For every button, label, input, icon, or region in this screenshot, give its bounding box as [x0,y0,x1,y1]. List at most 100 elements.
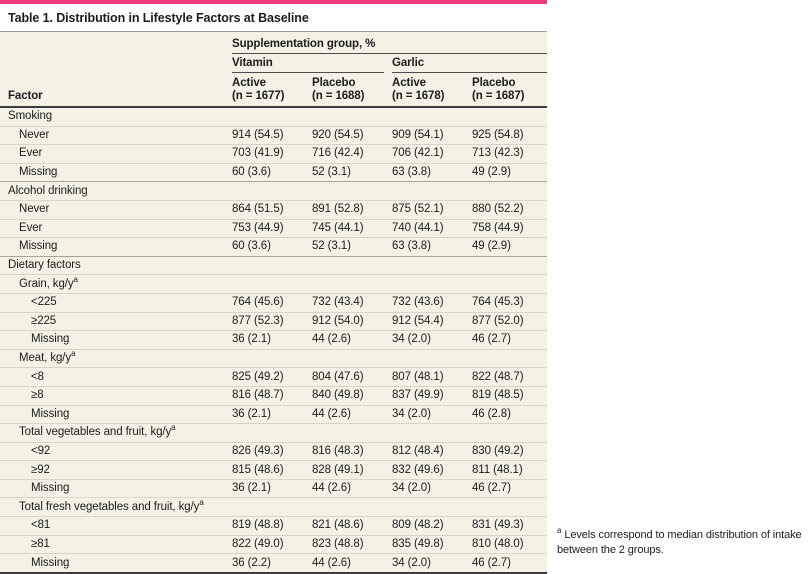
cell-value: 49 (2.9) [472,240,511,253]
cell-value: 63 (3.8) [392,166,431,179]
header-group-vitamin: Vitamin [224,54,384,73]
cell-value: 60 (3.6) [232,240,271,253]
cell-value: 877 (52.3) [232,314,284,327]
cell-value: 36 (2.1) [232,482,271,495]
table-row: Grain, kg/ya [0,274,548,294]
header-col-garlic-placebo: Placebo (n = 1687) [464,73,548,108]
cell-value: 753 (44.9) [232,221,284,234]
cell-value: 52 (3.1) [312,166,351,179]
cell-value: 46 (2.8) [472,407,511,420]
table-row: Never 864 (51.5) 891 (52.8) 875 (52.1) 880 (… [0,200,548,219]
header-row-subgroup: Vitamin Garlic [0,54,548,73]
cell-value: 821 (48.6) [312,519,364,532]
table-row: Missing 36 (2.1) 44 (2.6) 34 (2.0) 46 (2.7) [0,479,548,498]
table-header: Supplementation group, % Vitamin Garlic … [0,32,548,108]
cell-value: 44 (2.6) [312,407,351,420]
cell-value: 864 (51.5) [232,203,284,216]
cell-value: 764 (45.6) [232,296,284,309]
cell-value: 912 (54.4) [392,314,444,327]
cell-value: 44 (2.6) [312,333,351,346]
table-row: Missing 36 (2.1) 44 (2.6) 34 (2.0) 46 (2.7) [0,330,548,350]
footnote-marker-ref: a [71,349,76,359]
cell-value: 815 (48.6) [232,463,284,476]
header-spacer [0,32,224,54]
footnote-text: Levels correspond to median distribution… [557,529,802,556]
cell-value: 822 (49.0) [232,537,284,550]
cell-value: 816 (48.3) [312,444,364,457]
table-row: <81 819 (48.8) 821 (48.6) 809 (48.2) 831 (49… [0,516,548,536]
footnote: a Levels correspond to median distributio… [557,526,807,557]
row-label: ≥81 [31,537,50,550]
cell-value: 44 (2.6) [312,556,351,569]
table-row: Missing 60 (3.6) 52 (3.1) 63 (3.8) 49 (2.9) [0,163,548,182]
cell-value: 52 (3.1) [312,240,351,253]
cell-value: 811 (48.1) [472,463,523,476]
table-row: Smoking [0,107,547,126]
cell-value: 34 (2.0) [392,333,431,346]
cell-value: 740 (44.1) [392,221,444,234]
header-factor: Factor [0,73,224,108]
cell-value: 36 (2.1) [232,407,271,420]
cell-value: 832 (49.6) [392,463,444,476]
cell-value: 60 (3.6) [232,166,271,179]
row-label: Missing [31,333,70,346]
table-row: Total vegetables and fruit, kg/ya [0,423,548,443]
cell-value: 34 (2.0) [392,407,431,420]
row-label: Dietary factors [8,259,81,272]
header-row-group: Supplementation group, % [0,32,548,54]
cell-value: 732 (43.6) [392,296,444,309]
cell-value: 706 (42.1) [392,147,444,160]
table-row: ≥92 815 (48.6) 828 (49.1) 832 (49.6) 811 (48… [0,460,548,480]
table-row: Ever 703 (41.9) 716 (42.4) 706 (42.1) 713 (4… [0,144,548,164]
footnote-marker: a [557,526,562,536]
table-row: Alcohol drinking [0,181,548,201]
row-label: Missing [31,407,70,420]
cell-value: 909 (54.1) [392,128,444,141]
row-label: <92 [31,444,51,457]
cell-value: 823 (48.8) [312,537,364,550]
table-row: <8 825 (49.2) 804 (47.6) 807 (48.1) 822 (48.… [0,367,548,387]
cell-value: 826 (49.3) [232,444,284,457]
table-row: Never 914 (54.5) 920 (54.5) 909 (54.1) 925 (… [0,126,548,145]
header-group-garlic: Garlic [384,54,548,73]
row-label: Missing [31,482,70,495]
row-label: Ever [19,147,43,160]
cell-value: 880 (52.2) [472,203,524,216]
table-body: Smoking Never 914 (54.5) 920 (54.5) 909 (54.… [0,107,548,573]
cell-value: 764 (45.3) [472,296,524,309]
table-row: ≥81 822 (49.0) 823 (48.8) 835 (49.8) 810 (48… [0,535,548,554]
table-row: Missing 36 (2.1) 44 (2.6) 34 (2.0) 46 (2.8) [0,405,548,424]
header-col-garlic-active: Active (n = 1678) [384,73,464,108]
cell-value: 830 (49.2) [472,444,524,457]
row-label: ≥225 [31,314,57,327]
footnote-marker-ref: a [199,497,204,507]
cell-value: 34 (2.0) [392,482,431,495]
baseline-factors-table: Supplementation group, % Vitamin Garlic … [0,32,548,574]
table-row: ≥8 816 (48.7) 840 (49.8) 837 (49.9) 819 (48.… [0,386,548,405]
table-1: Table 1. Distribution in Lifestyle Facto… [0,0,548,574]
header-spacer [0,54,224,73]
cell-value: 831 (49.3) [472,519,524,532]
row-label: Total vegetables and fruit, kg/ya [19,423,176,439]
table-row: ≥225 877 (52.3) 912 (54.0) 912 (54.4) 877 (5… [0,312,548,331]
table-title: Table 1. Distribution in Lifestyle Facto… [0,4,547,31]
row-label: Smoking [8,110,53,123]
row-label: Grain, kg/ya [19,274,78,290]
header-supplementation-group: Supplementation group, % [224,32,548,54]
table-row: <92 826 (49.3) 816 (48.3) 812 (48.4) 830 (49… [0,442,548,461]
cell-value: 877 (52.0) [472,314,524,327]
header-row-arms: Factor Active (n = 1677) Placebo (n = 16… [0,73,548,108]
row-label: Missing [19,240,58,253]
cell-value: 819 (48.5) [472,389,524,402]
table-row: Ever 753 (44.9) 745 (44.1) 740 (44.1) 758 (4… [0,219,548,238]
cell-value: 891 (52.8) [312,203,364,216]
header-col-vitamin-active: Active (n = 1677) [224,73,304,108]
cell-value: 837 (49.9) [392,389,444,402]
cell-value: 46 (2.7) [472,556,511,569]
cell-value: 822 (48.7) [472,370,524,383]
row-label: Missing [19,166,58,179]
cell-value: 758 (44.9) [472,221,524,234]
table-row: <225 764 (45.6) 732 (43.4) 732 (43.6) 764 (4… [0,293,548,312]
accent-bar [0,0,547,4]
cell-value: 912 (54.0) [312,314,364,327]
